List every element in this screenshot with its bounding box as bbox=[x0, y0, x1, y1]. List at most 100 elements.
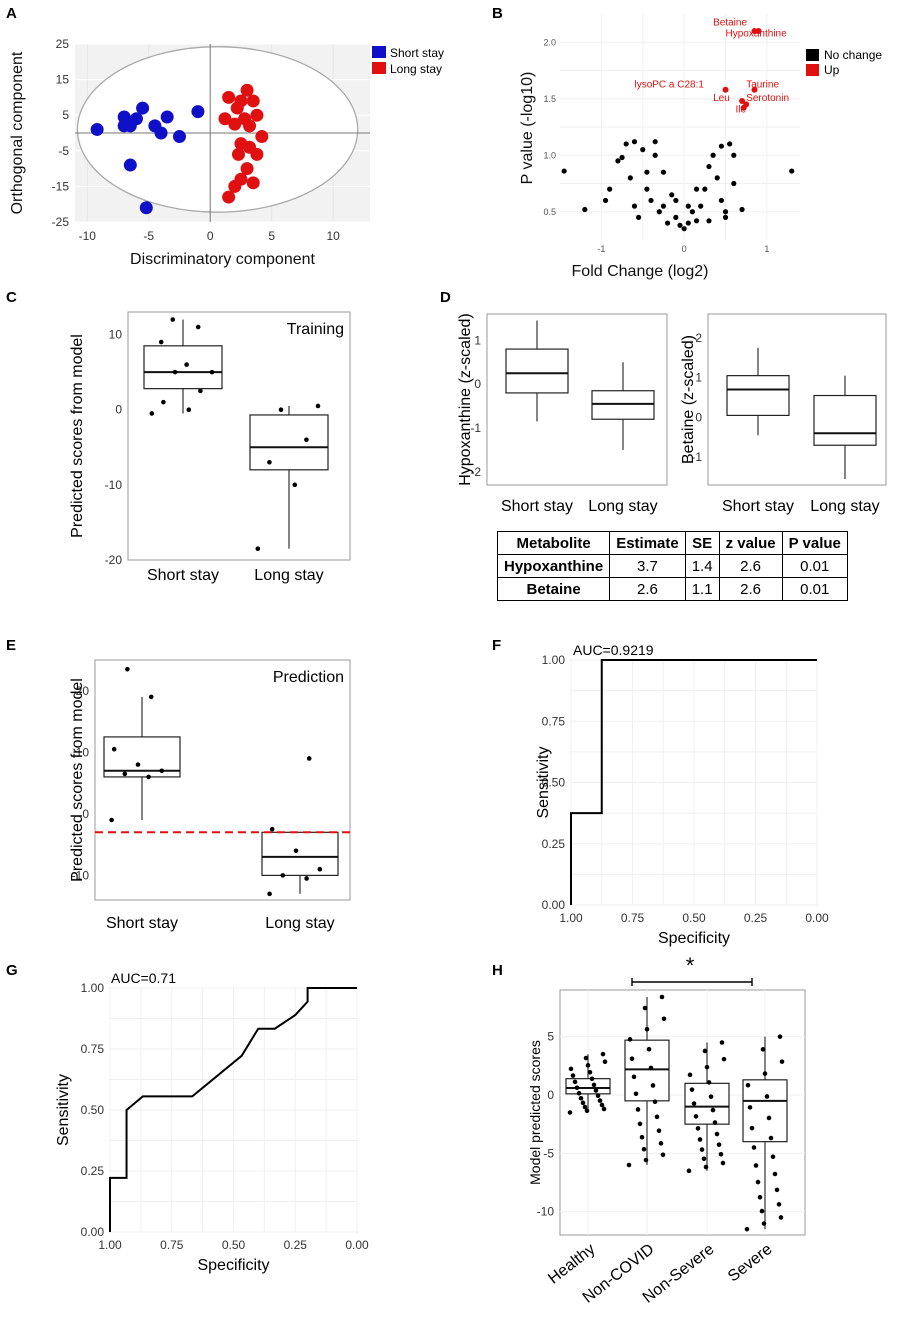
data-point bbox=[691, 1101, 697, 1106]
nochange-point bbox=[656, 209, 662, 215]
data-point bbox=[184, 362, 189, 367]
data-point bbox=[597, 1098, 603, 1103]
data-point bbox=[643, 1157, 649, 1163]
nochange-point bbox=[561, 168, 567, 174]
up-point bbox=[739, 98, 746, 105]
data-point bbox=[693, 1114, 699, 1119]
long-stay-point bbox=[234, 94, 248, 108]
data-point bbox=[306, 756, 312, 761]
y-tick-label: -10 bbox=[537, 1205, 555, 1219]
data-point bbox=[661, 1016, 667, 1022]
y-tick-label: 2.0 bbox=[543, 37, 556, 47]
short-stay-point bbox=[139, 201, 153, 215]
data-point bbox=[772, 1171, 778, 1177]
data-point bbox=[317, 866, 323, 872]
plot-frame bbox=[707, 313, 887, 486]
data-point bbox=[170, 317, 176, 322]
data-point bbox=[587, 1069, 593, 1075]
confidence-ellipse bbox=[76, 46, 359, 213]
y-tick-label: 2 bbox=[695, 331, 702, 345]
nochange-point bbox=[727, 141, 733, 147]
nochange-point bbox=[644, 186, 650, 192]
nochange-point bbox=[710, 152, 716, 158]
y-tick-label: 1.00 bbox=[81, 981, 105, 995]
x-category-label: Long stay bbox=[265, 915, 334, 932]
long-stay-point bbox=[240, 162, 254, 176]
short-stay-point bbox=[129, 112, 143, 126]
panel-label-A: A bbox=[6, 5, 17, 22]
y-tick-label: 0.75 bbox=[542, 714, 566, 728]
x-tick-label: 1 bbox=[764, 244, 769, 254]
x-tick-label: -5 bbox=[143, 229, 154, 243]
data-point bbox=[652, 1099, 658, 1105]
data-point bbox=[757, 1195, 763, 1200]
annotation-label: Leu bbox=[713, 93, 730, 104]
y-axis-title: Predicted scores from model bbox=[69, 678, 86, 882]
legend-swatch bbox=[806, 64, 819, 76]
nochange-point bbox=[677, 222, 683, 228]
y-tick-label: 1.0 bbox=[543, 150, 556, 160]
x-axis-title: Fold Change (log2) bbox=[572, 263, 709, 280]
y-axis-title: Predicted scores from model bbox=[69, 334, 86, 538]
plot-frame bbox=[559, 989, 806, 1236]
y-tick-label: 1.00 bbox=[542, 653, 566, 667]
x-tick-label: 0.75 bbox=[160, 1238, 184, 1252]
annotation-label: Taurine bbox=[746, 79, 779, 90]
data-point bbox=[315, 403, 321, 409]
nochange-point bbox=[652, 152, 658, 158]
data-point bbox=[716, 1142, 722, 1147]
x-category-label: Short stay bbox=[147, 567, 219, 584]
auc-title: AUC=0.9219 bbox=[573, 642, 654, 658]
up-point bbox=[740, 104, 747, 111]
data-point bbox=[629, 1056, 635, 1062]
cell-metabolite: Hypoxanthine bbox=[496, 554, 611, 578]
data-point bbox=[745, 1082, 751, 1088]
significance-bracket bbox=[631, 978, 753, 986]
y-tick-label: 0.50 bbox=[542, 776, 566, 790]
short-stay-point bbox=[191, 105, 205, 119]
data-point bbox=[582, 1104, 588, 1110]
short-stay-point bbox=[160, 110, 174, 124]
nochange-point bbox=[698, 203, 704, 209]
box bbox=[726, 375, 790, 417]
cell-z: 2.6 bbox=[718, 577, 783, 601]
nochange-point bbox=[660, 169, 667, 175]
panel-label-C: C bbox=[6, 289, 17, 306]
long-stay-point bbox=[228, 179, 242, 193]
long-stay-point bbox=[228, 117, 242, 131]
chart-title: Prediction bbox=[273, 669, 344, 686]
data-point bbox=[583, 1055, 589, 1061]
y-tick-label: -20 bbox=[105, 553, 123, 567]
x-tick-label: 0.00 bbox=[805, 911, 829, 925]
panel-label-H: H bbox=[492, 962, 503, 979]
nochange-point bbox=[702, 186, 708, 192]
x-tick-label: 0.50 bbox=[682, 911, 706, 925]
data-point bbox=[159, 768, 165, 774]
x-tick-label: -10 bbox=[79, 229, 97, 243]
data-point bbox=[747, 1105, 753, 1110]
nochange-point bbox=[693, 186, 700, 192]
data-point bbox=[161, 399, 166, 405]
data-point bbox=[602, 1059, 608, 1065]
th-se: SE bbox=[684, 531, 720, 555]
y-tick-label: 15 bbox=[56, 73, 70, 87]
y-tick-label: 1 bbox=[474, 333, 481, 347]
data-point bbox=[626, 1162, 632, 1168]
data-point bbox=[654, 1114, 660, 1120]
data-point bbox=[567, 1110, 573, 1115]
up-point bbox=[751, 27, 758, 34]
x-category-label: Short stay bbox=[722, 498, 794, 515]
box bbox=[624, 1039, 670, 1102]
up-point bbox=[751, 86, 758, 93]
data-point bbox=[697, 1137, 703, 1142]
x-category-label: Healthy bbox=[545, 1241, 598, 1288]
data-point bbox=[631, 1074, 637, 1080]
y-tick-label: -5 bbox=[543, 1146, 554, 1160]
long-stay-point bbox=[246, 176, 260, 190]
box bbox=[249, 414, 329, 471]
nochange-point bbox=[582, 206, 588, 213]
data-point bbox=[699, 1147, 705, 1152]
nochange-point bbox=[644, 169, 650, 175]
cell-se: 1.1 bbox=[684, 577, 720, 601]
y-tick-label: 0 bbox=[695, 410, 702, 424]
